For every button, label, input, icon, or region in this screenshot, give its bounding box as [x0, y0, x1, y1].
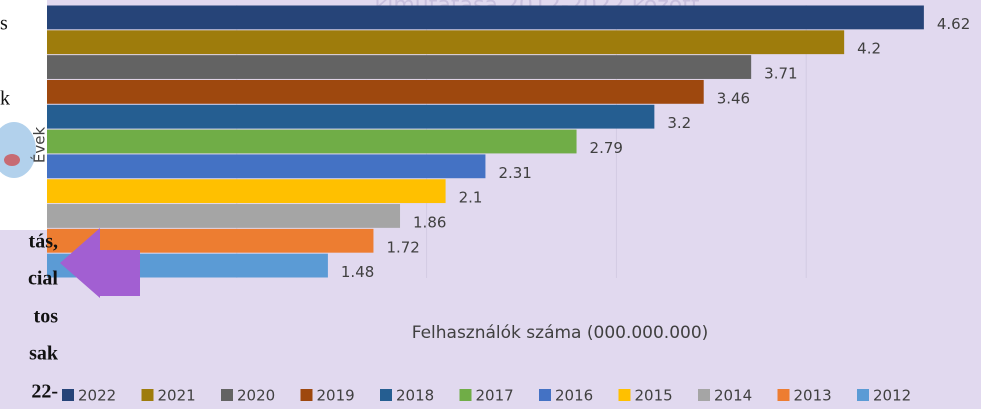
- legend-label: 2022: [78, 387, 116, 405]
- legend-swatch: [857, 389, 869, 401]
- side-text: 22-: [31, 381, 58, 403]
- data-label: 1.86: [413, 213, 446, 231]
- picture-fragment: [4, 154, 20, 166]
- legend-label: 2012: [873, 387, 911, 405]
- data-label: 3.2: [667, 114, 691, 132]
- bar: [47, 30, 845, 55]
- data-label: 2.31: [498, 164, 531, 182]
- legend-label: 2014: [714, 387, 752, 405]
- side-text: k: [0, 88, 10, 110]
- legend-swatch: [618, 389, 631, 401]
- legend-label: 2015: [635, 387, 673, 405]
- bar: [47, 179, 446, 204]
- legend-swatch: [380, 389, 392, 401]
- data-label: 2.1: [459, 189, 483, 207]
- bar: [47, 5, 924, 30]
- data-label: 2.79: [590, 139, 623, 157]
- side-text: sak: [29, 343, 59, 365]
- bar: [47, 204, 401, 228]
- data-label: 3.46: [717, 89, 750, 107]
- data-label: 1.72: [386, 238, 419, 256]
- legend-label: 2020: [237, 387, 275, 405]
- x-axis-title: Felhasználók száma (000.000.000): [412, 323, 709, 343]
- legend-swatch: [141, 389, 154, 401]
- legend-label: 2016: [555, 387, 593, 405]
- y-axis-title: Évek: [30, 127, 49, 164]
- side-text: tos: [34, 306, 59, 328]
- bar: [47, 79, 704, 104]
- legend-label: 2019: [317, 387, 355, 405]
- bar: [47, 104, 655, 129]
- arrow: [60, 228, 140, 298]
- side-text: cial: [28, 268, 58, 290]
- legend-label: 2021: [158, 387, 196, 405]
- legend-swatch: [698, 389, 710, 401]
- data-label: 3.71: [764, 65, 797, 83]
- left-panel: [0, 0, 47, 230]
- bar: [47, 55, 752, 79]
- legend-swatch: [777, 389, 790, 401]
- bar: [47, 154, 486, 179]
- data-label: 1.48: [341, 263, 374, 281]
- data-label: 4.62: [937, 15, 970, 33]
- bar: [47, 129, 577, 154]
- legend-label: 2018: [396, 387, 434, 405]
- data-label: 4.2: [857, 40, 881, 58]
- side-text: tás,: [29, 231, 58, 253]
- legend-swatch: [221, 389, 233, 401]
- legend-swatch: [539, 389, 551, 401]
- legend-swatch: [459, 389, 472, 401]
- bar: [47, 228, 374, 253]
- side-text: s: [0, 13, 8, 35]
- legend-swatch: [300, 389, 313, 401]
- legend-label: 2013: [794, 387, 832, 405]
- legend-swatch: [62, 389, 74, 401]
- legend-label: 2017: [476, 387, 514, 405]
